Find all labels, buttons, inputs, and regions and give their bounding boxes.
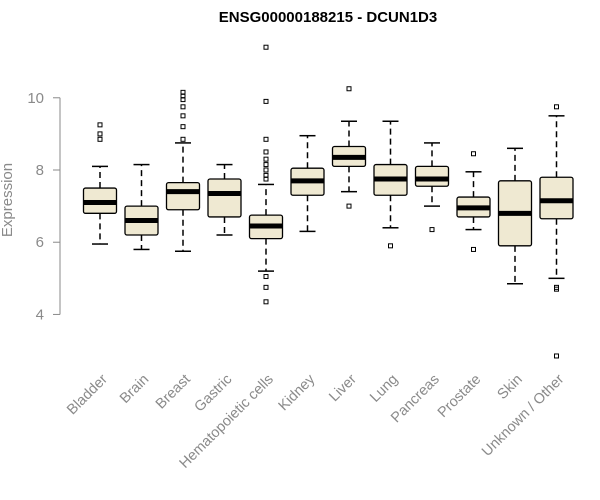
y-tick-label: 4 [36,306,44,323]
outlier-point [554,104,559,110]
iqr-box [207,178,242,218]
outlier-point [97,136,103,142]
box-7 [373,120,408,249]
x-tick-label: Liver [326,371,360,405]
x-tick-label: Lung [367,372,401,406]
box-5 [290,134,325,233]
box-11 [539,104,574,359]
outlier-point [263,44,269,50]
outlier-point [471,151,476,157]
y-tick-label: 8 [36,162,44,179]
boxes [82,44,574,359]
iqr-box [539,176,574,220]
box-8 [414,142,450,233]
outlier-point [263,274,269,280]
outlier-point [263,172,269,178]
outlier-point [346,86,352,92]
box-3 [207,163,242,236]
outlier-point [180,124,186,130]
x-tick-label: Bladder [64,371,111,418]
y-axis: 4 6 8 10 [27,90,61,323]
outlier-point [554,353,559,359]
outlier-point [180,89,186,95]
box-0 [82,122,118,245]
outlier-point [263,162,269,168]
y-tick-label: 6 [36,234,44,251]
outlier-point [554,284,559,290]
x-tick-label: Skin [495,372,526,403]
x-tick-label: Brain [117,372,152,407]
outlier-point [263,149,269,155]
outlier-point [263,136,269,142]
box-6 [331,86,367,209]
outlier-point [263,167,269,173]
iqr-box [414,165,450,187]
outlier-point [263,299,269,305]
outlier-point [97,131,103,137]
box-4 [248,44,284,305]
box-9 [456,151,491,252]
y-tick-label: 10 [27,90,44,107]
iqr-box [165,181,201,211]
x-tick-label: Kidney [276,371,319,414]
box-1 [124,163,159,251]
outlier-point [263,284,269,290]
outlier-point [388,243,393,249]
x-tick-label: Prostate [435,372,484,421]
outlier-point [180,104,186,110]
outlier-point [180,136,186,142]
outlier-point [180,113,186,119]
outlier-point [263,98,269,104]
box-2 [165,89,201,252]
box-10 [497,147,533,285]
x-tick-label: Breast [153,372,194,413]
outlier-point [429,227,435,233]
outlier-point [263,156,269,162]
outlier-point [471,246,476,252]
outlier-point [97,122,103,128]
chart-title: ENSG00000188215 - DCUN1D3 [219,9,437,26]
outlier-point [346,203,352,209]
y-axis-label: Expression [0,163,16,237]
